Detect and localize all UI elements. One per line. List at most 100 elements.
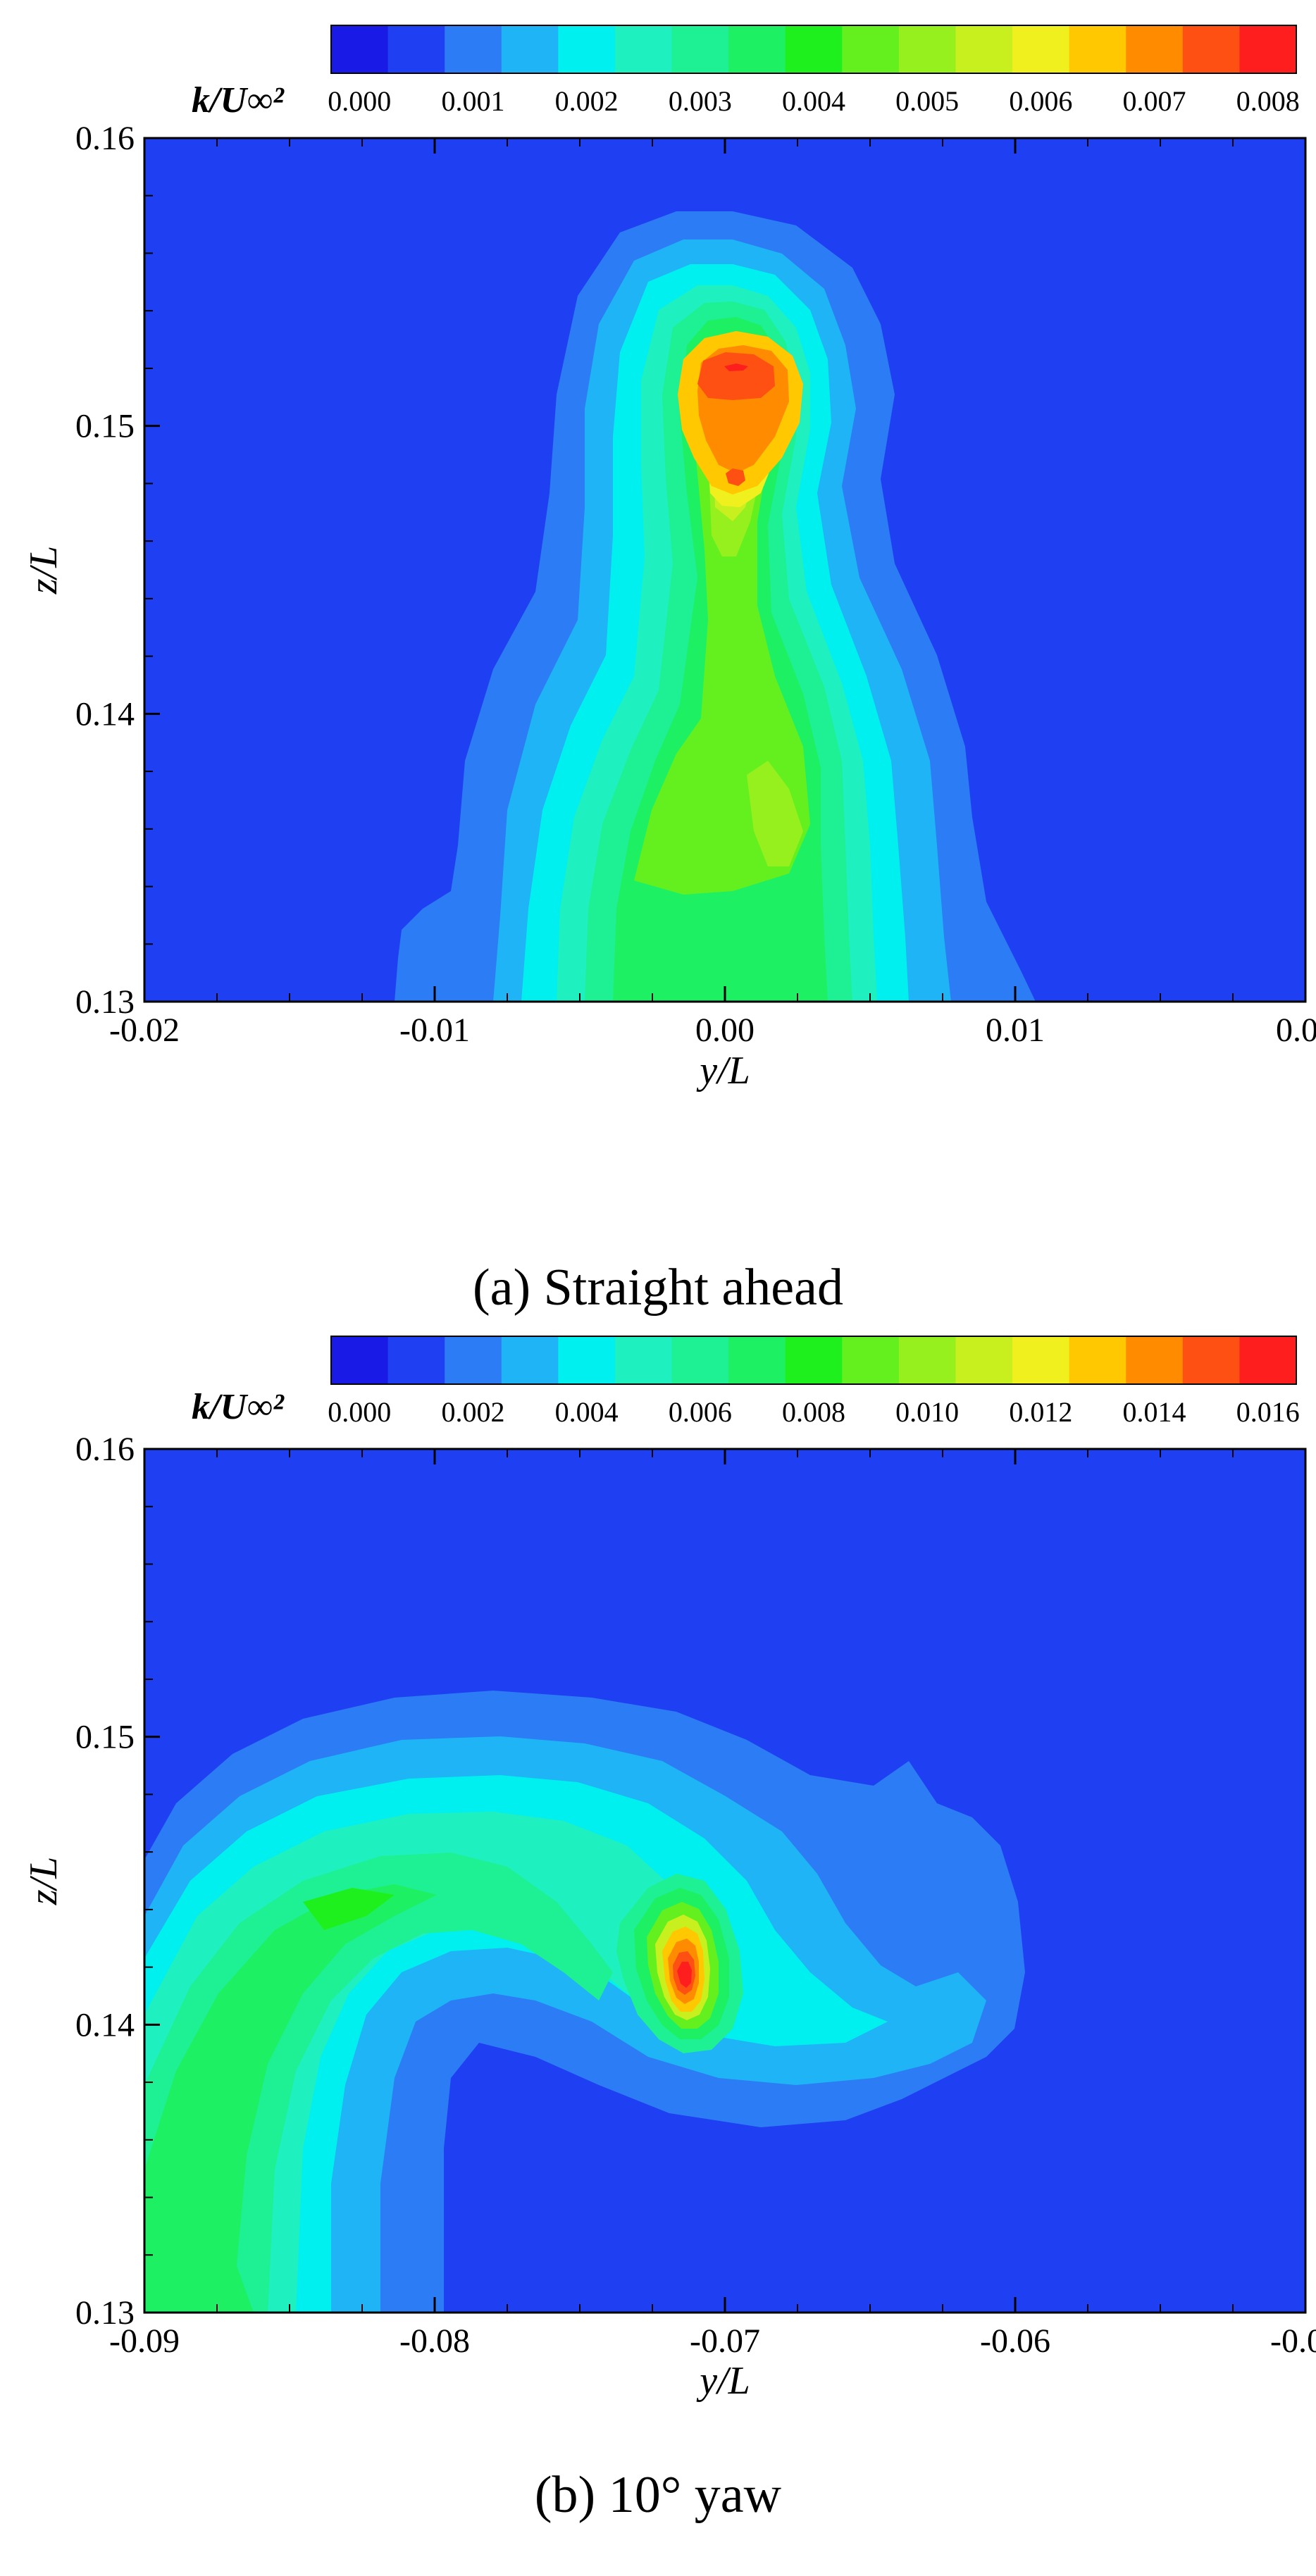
colorbar-a bbox=[330, 25, 1297, 74]
colorbar-swatch bbox=[445, 25, 502, 73]
y-axis-label-a: z/L bbox=[22, 546, 66, 595]
colorbar-frame bbox=[330, 25, 1297, 74]
x-tick-label: -0.08 bbox=[399, 2322, 470, 2360]
contour-level-15-b bbox=[677, 1962, 692, 1988]
colorbar-swatch bbox=[842, 1336, 900, 1384]
colorbar-frame bbox=[330, 1336, 1297, 1385]
colorbar-swatch bbox=[728, 25, 786, 73]
colorbar-swatch bbox=[558, 25, 616, 73]
colorbar-swatch bbox=[614, 25, 673, 73]
y-tick-label: 0.13 bbox=[75, 983, 135, 1021]
y-axis-label-b: z/L bbox=[22, 1857, 66, 1906]
colorbar-swatch bbox=[1126, 1336, 1184, 1384]
y-tick-label: 0.16 bbox=[75, 120, 135, 157]
colorbar-swatch bbox=[1182, 1336, 1240, 1384]
colorbar-swatch bbox=[501, 25, 559, 73]
x-tick-label: -0.09 bbox=[109, 2322, 180, 2360]
colorbar-tick-label: 0.006 bbox=[669, 1396, 732, 1428]
x-tick-label: -0.06 bbox=[980, 2322, 1050, 2360]
colorbar-tick-label: 0.000 bbox=[328, 1396, 391, 1428]
colorbar-tick-label: 0.004 bbox=[782, 85, 845, 117]
colorbar-tick-label: 0.002 bbox=[441, 1396, 504, 1428]
contour-level-6-b bbox=[144, 1884, 437, 2313]
x-axis-label-b: y/L bbox=[696, 2359, 750, 2403]
colorbar-swatch bbox=[614, 1336, 673, 1384]
colorbar-swatch bbox=[955, 1336, 1013, 1384]
colorbar-swatch bbox=[1069, 1336, 1126, 1384]
colorbar-swatch bbox=[1012, 1336, 1070, 1384]
caption-a: (a) Straight ahead bbox=[473, 1259, 843, 1317]
axes-b: -0.09 -0.08 -0.07 -0.06 -0.05 0.13 0.14 0.15 0.1… bbox=[75, 1431, 1316, 2360]
colorbar-tick-label: 0.010 bbox=[895, 1396, 959, 1428]
contour-level-7-b bbox=[303, 1888, 395, 1930]
contour-field-b bbox=[144, 1449, 1305, 2313]
colorbar-tick-label: 0.008 bbox=[782, 1396, 845, 1428]
panel-a: k/U∞² 0.000 0.001 0.002 0.003 0.004 0.005 0.00… bbox=[22, 25, 1316, 1093]
colorbar-swatch bbox=[671, 25, 729, 73]
colorbar-swatch bbox=[785, 1336, 843, 1384]
colorbar-tick-label: 0.002 bbox=[555, 85, 619, 117]
colorbar-tick-label: 0.003 bbox=[669, 85, 732, 117]
colorbar-swatch bbox=[1012, 25, 1070, 73]
x-tick-label: -0.07 bbox=[690, 2322, 760, 2360]
contour-level-7-a bbox=[634, 332, 810, 895]
colorbar-tick-label: 0.005 bbox=[895, 85, 959, 117]
y-tick-label: 0.14 bbox=[75, 2006, 135, 2043]
colorbar-swatch bbox=[671, 1336, 729, 1384]
colorbar-swatch bbox=[785, 25, 843, 73]
y-tick-label: 0.16 bbox=[75, 1431, 135, 1468]
x-tick-label: 0.02 bbox=[1276, 1012, 1316, 1049]
colorbar-tick-label: 0.006 bbox=[1009, 85, 1072, 117]
y-tick-label: 0.15 bbox=[75, 1719, 135, 1756]
colorbar-swatch bbox=[1239, 1336, 1297, 1384]
colorbar-tick-label: 0.000 bbox=[328, 85, 391, 117]
panel-b: k/U∞² 0.000 0.002 0.004 0.006 0.008 0.010 0.01… bbox=[22, 1336, 1316, 2403]
colorbar-swatch bbox=[1069, 25, 1126, 73]
y-tick-label: 0.14 bbox=[75, 695, 135, 733]
colorbar-swatch bbox=[955, 25, 1013, 73]
colorbar-label-a-text: k/U∞² bbox=[192, 80, 285, 120]
x-tick-label: -0.01 bbox=[399, 1012, 470, 1049]
colorbar-tick-label: 0.014 bbox=[1123, 1396, 1186, 1428]
colorbar-swatch bbox=[1239, 25, 1297, 73]
axes-a: -0.02 -0.01 0.00 0.01 0.02 0.13 0.14 0.15 0.16 bbox=[75, 120, 1316, 1049]
colorbar-ticks-b: 0.000 0.002 0.004 0.006 0.008 0.010 0.012 0.014… bbox=[328, 1396, 1299, 1428]
colorbar-b bbox=[330, 1336, 1297, 1385]
colorbar-tick-label: 0.016 bbox=[1236, 1396, 1300, 1428]
x-tick-label: 0.00 bbox=[695, 1012, 755, 1049]
colorbar-swatch bbox=[331, 1336, 389, 1384]
colorbar-label-a: k/U∞² bbox=[192, 80, 285, 120]
contour-level-13b-a bbox=[726, 468, 745, 486]
colorbar-swatch bbox=[898, 25, 956, 73]
x-tick-label: -0.02 bbox=[109, 1012, 180, 1049]
x-tick-label: 0.01 bbox=[986, 1012, 1045, 1049]
colorbar-tick-label: 0.004 bbox=[555, 1396, 619, 1428]
colorbar-tick-label: 0.007 bbox=[1123, 85, 1186, 117]
x-tick-label: -0.05 bbox=[1270, 2322, 1316, 2360]
colorbar-tick-label: 0.001 bbox=[441, 85, 504, 117]
x-axis-label-a: y/L bbox=[696, 1049, 750, 1093]
colorbar-swatch bbox=[387, 1336, 445, 1384]
colorbar-swatch bbox=[898, 1336, 956, 1384]
colorbar-ticks-a: 0.000 0.001 0.002 0.003 0.004 0.005 0.006 0.007… bbox=[328, 85, 1299, 117]
colorbar-swatch bbox=[1126, 25, 1184, 73]
colorbar-swatch bbox=[331, 25, 389, 73]
colorbar-swatch bbox=[445, 1336, 502, 1384]
colorbar-swatch bbox=[501, 1336, 559, 1384]
contour-level-14-a bbox=[724, 363, 748, 371]
contour-field-a bbox=[144, 138, 1305, 1002]
colorbar-tick-label: 0.012 bbox=[1009, 1396, 1072, 1428]
caption-b: (b) 10° yaw bbox=[534, 2466, 782, 2524]
colorbar-swatch bbox=[842, 25, 900, 73]
colorbar-label-b-text: k/U∞² bbox=[192, 1387, 285, 1427]
colorbar-swatch bbox=[387, 25, 445, 73]
y-tick-label: 0.15 bbox=[75, 408, 135, 445]
y-tick-label: 0.13 bbox=[75, 2294, 135, 2332]
colorbar-swatch bbox=[1182, 25, 1240, 73]
colorbar-swatch bbox=[728, 1336, 786, 1384]
contour-level-13-a bbox=[697, 352, 775, 400]
colorbar-swatch bbox=[558, 1336, 616, 1384]
colorbar-tick-label: 0.008 bbox=[1236, 85, 1300, 117]
colorbar-label-b: k/U∞² bbox=[192, 1387, 285, 1427]
